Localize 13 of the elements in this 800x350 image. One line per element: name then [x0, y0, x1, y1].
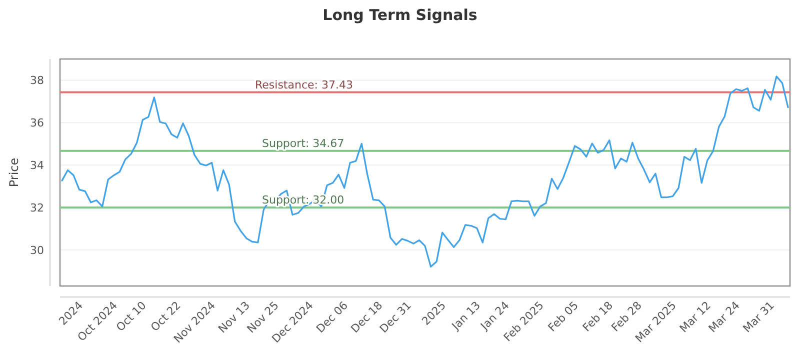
y-axis-title: Price [7, 158, 21, 188]
y-tick-label: 36 [30, 116, 44, 130]
x-tick-label: Dec 06 [314, 298, 350, 336]
ref-line-label: Support: 34.67 [262, 136, 344, 150]
x-tick-label: Mar 31 [740, 298, 777, 336]
x-tick-label: Feb 05 [546, 298, 581, 334]
line-series [61, 76, 789, 268]
chart-title: Long Term Signals [322, 6, 478, 24]
y-tick-label: 38 [30, 74, 44, 88]
ref-line-label: Resistance: 37.43 [255, 78, 353, 92]
y-tick-label: 34 [30, 158, 44, 172]
y-tick-label: 32 [30, 201, 44, 214]
y-tick-label: 30 [30, 244, 44, 257]
